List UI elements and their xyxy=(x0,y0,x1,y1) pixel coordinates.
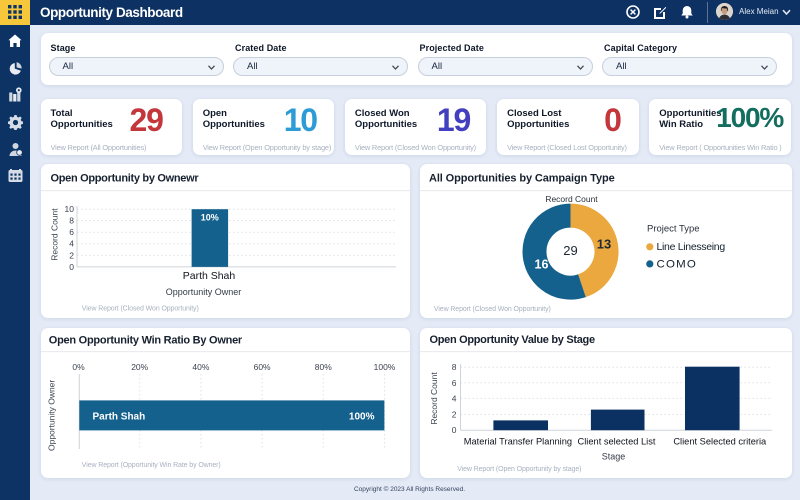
svg-text:20%: 20% xyxy=(131,361,148,371)
svg-text:View Report (Opportunity Win R: View Report (Opportunity Win Rate by Own… xyxy=(81,461,220,468)
svg-text:4: 4 xyxy=(451,393,456,403)
svg-text:0%: 0% xyxy=(72,361,85,371)
svg-text:Client Selected criteria: Client Selected criteria xyxy=(673,436,767,446)
svg-text:6: 6 xyxy=(451,377,456,387)
svg-text:10: 10 xyxy=(64,204,74,214)
svg-text:Stage: Stage xyxy=(601,451,624,461)
svg-text:View Report (Closed Won Opport: View Report (Closed Won Opportunity) xyxy=(81,306,198,313)
svg-text:Record Count: Record Count xyxy=(545,194,598,204)
svg-text:Open Opportunity by Ownewr: Open Opportunity by Ownewr xyxy=(50,173,199,185)
svg-text:2: 2 xyxy=(451,409,456,419)
svg-text:Opportunity Owner: Opportunity Owner xyxy=(165,287,240,297)
svg-text:80%: 80% xyxy=(314,361,331,371)
svg-text:Client selected List: Client selected List xyxy=(577,436,655,446)
svg-text:16: 16 xyxy=(534,258,548,272)
svg-text:Open Opportunity Value by Stag: Open Opportunity Value by Stage xyxy=(429,334,594,346)
svg-text:60%: 60% xyxy=(253,361,270,371)
svg-text:Opportunity Owner: Opportunity Owner xyxy=(46,379,56,450)
svg-text:Record Count: Record Count xyxy=(49,208,59,261)
svg-text:0: 0 xyxy=(451,425,456,435)
svg-text:0: 0 xyxy=(69,262,74,272)
svg-text:4: 4 xyxy=(69,239,74,249)
svg-text:All Opportunities by Campaign: All Opportunities by Campaign Type xyxy=(429,173,615,185)
svg-text:Parth Shah: Parth Shah xyxy=(92,411,145,422)
svg-text:View Report (Open Opportunity: View Report (Open Opportunity by stage) xyxy=(457,465,581,472)
svg-text:13: 13 xyxy=(596,237,610,252)
svg-text:2: 2 xyxy=(69,251,74,261)
svg-text:Open Opportunity Win Ratio By: Open Opportunity Win Ratio By Owner xyxy=(48,334,242,346)
svg-text:COMO: COMO xyxy=(656,259,697,271)
svg-text:Record Count: Record Count xyxy=(429,371,439,424)
svg-text:Material Transfer Planning: Material Transfer Planning xyxy=(463,436,571,446)
svg-text:Line Linesseing: Line Linesseing xyxy=(656,242,725,253)
svg-text:100%: 100% xyxy=(348,411,374,422)
svg-text:40%: 40% xyxy=(192,361,209,371)
svg-text:8: 8 xyxy=(451,362,456,372)
svg-text:6: 6 xyxy=(69,227,74,237)
svg-text:View Report (Closed Won Opport: View Report (Closed Won Opportunity) xyxy=(433,306,550,313)
svg-text:Parth Shah: Parth Shah xyxy=(182,272,235,283)
svg-text:Project Type: Project Type xyxy=(646,224,699,235)
svg-text:100%: 100% xyxy=(373,361,395,371)
svg-text:10%: 10% xyxy=(200,213,218,223)
svg-text:8: 8 xyxy=(69,216,74,226)
svg-text:29: 29 xyxy=(563,243,577,258)
